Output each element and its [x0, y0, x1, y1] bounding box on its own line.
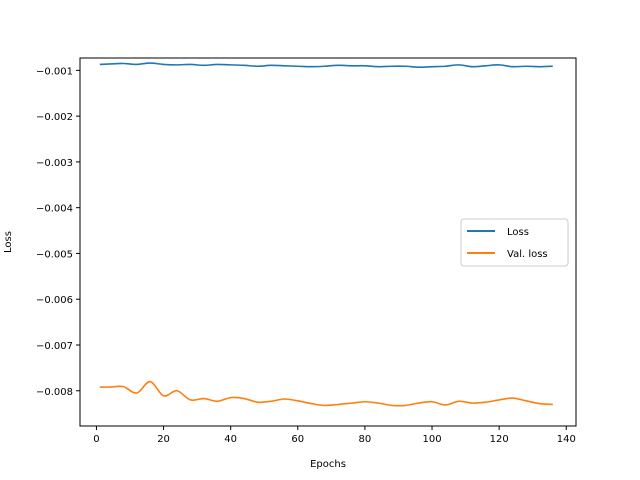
legend-label-loss: Loss: [507, 227, 529, 238]
y-tick-label: −0.003: [36, 158, 73, 169]
y-tick-label: −0.007: [36, 341, 73, 352]
x-axis-ticks: 0 20 40 60 80 100 120 140: [93, 426, 576, 445]
x-tick-label: 100: [422, 434, 441, 445]
x-tick-label: 60: [291, 434, 304, 445]
y-tick-label: −0.006: [36, 295, 73, 306]
y-tick-label: −0.005: [36, 249, 73, 260]
x-tick-label: 40: [224, 434, 237, 445]
y-axis-label: Loss: [3, 231, 14, 253]
x-tick-label: 140: [557, 434, 576, 445]
series-line-loss: [99, 62, 553, 68]
y-tick-label: −0.004: [36, 204, 73, 215]
y-tick-label: −0.001: [36, 66, 73, 77]
series-line-val-loss: [99, 380, 553, 407]
x-tick-label: 20: [157, 434, 170, 445]
plot-frame: [79, 57, 577, 427]
x-axis-label: Epochs: [310, 459, 346, 470]
series-layer: [99, 62, 553, 407]
legend-label-val-loss: Val. loss: [507, 249, 548, 260]
y-tick-label: −0.002: [36, 112, 73, 123]
x-tick-label: 0: [93, 434, 99, 445]
x-tick-label: 80: [359, 434, 372, 445]
x-tick-label: 120: [490, 434, 509, 445]
y-axis-ticks: −0.001 −0.002 −0.003 −0.004 −0.005 −0.006 −0.0…: [36, 66, 80, 398]
legend: Loss Val. loss: [460, 218, 569, 267]
y-tick-label: −0.008: [36, 387, 73, 398]
